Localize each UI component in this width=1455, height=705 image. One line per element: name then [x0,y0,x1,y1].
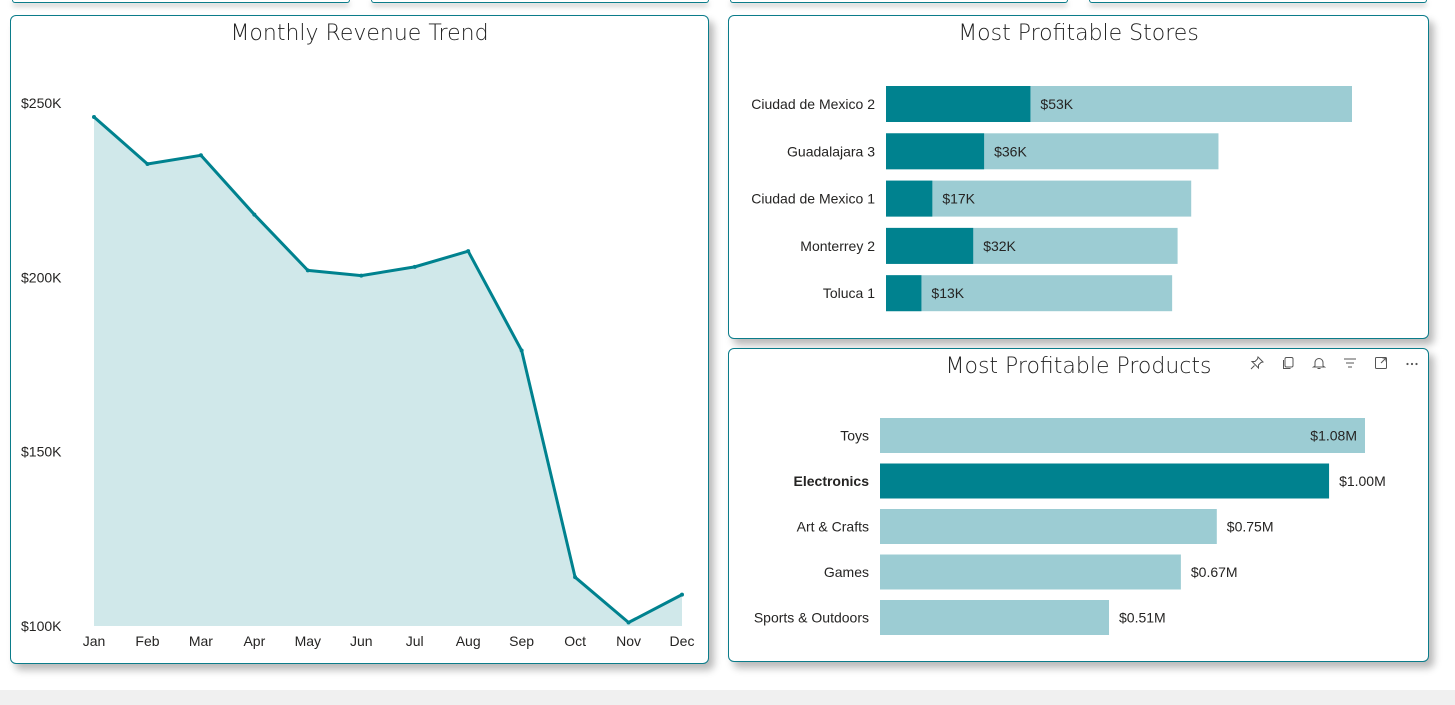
revenue-point [198,153,203,158]
revenue-line [93,115,683,625]
x-tick-label: Sep [509,633,534,649]
visual-card-top-4[interactable] [1089,0,1427,3]
x-tick-label: Oct [564,633,586,649]
product-value-label: $1.08M [1310,428,1357,444]
revenue-point [305,268,310,273]
revenue-point [252,212,257,217]
revenue-area-fill [94,116,682,627]
store-value-label: $53K [1040,96,1073,112]
product-bar [880,509,1217,544]
product-value-label: $0.75M [1227,519,1274,535]
revenue-point [359,273,364,278]
pin-icon[interactable] [1247,353,1267,373]
revenue-point [680,592,684,597]
y-tick-label: $150K [21,444,62,460]
filter-icon[interactable] [1340,353,1360,373]
product-value-label: $0.51M [1119,610,1166,626]
store-bar-total [886,275,1173,312]
store-bar-total [886,180,1192,217]
product-bar [880,554,1181,590]
products-card[interactable]: Most Profitable Products Toys $1.08M Elect… [728,348,1429,662]
x-tick-label: Jun [350,633,373,649]
x-tick-label: Aug [456,633,481,649]
product-category-label: Art & Crafts [797,519,869,535]
store-value-label: $17K [942,191,975,207]
stores-chart-title: Most Profitable Stores [958,21,1199,46]
store-bar-profit [886,86,1031,122]
products-chart-title: Most Profitable Products [945,354,1212,379]
copy-icon[interactable] [1278,353,1298,373]
store-bar-profit [886,180,933,217]
product-category-label: Sports & Outdoors [754,610,869,626]
store-category-label: Toluca 1 [823,285,875,301]
product-value-label: $1.00M [1339,473,1386,489]
x-tick-label: Apr [243,633,265,649]
x-tick-label: Nov [616,633,641,649]
x-tick-label: Jan [83,633,106,649]
x-tick-label: May [295,633,321,649]
store-bar-profit [886,227,974,264]
y-tick-label: $200K [21,269,62,285]
product-category-label: Games [824,564,869,580]
x-tick-label: Feb [135,633,159,649]
stores-bar-chart[interactable]: Ciudad de Mexico 2 $53K Guadalajara 3 $36K C… [729,16,1428,338]
visual-card-top-3[interactable] [730,0,1068,3]
store-category-label: Monterrey 2 [800,238,875,254]
revenue-point [626,620,631,625]
revenue-point [573,575,578,580]
x-tick-label: Mar [189,633,213,649]
revenue-trend-card[interactable]: Monthly Revenue Trend $250K $200K $150K $10… [10,15,709,664]
x-tick-label: Jul [406,633,424,649]
store-value-label: $36K [994,143,1027,159]
focus-mode-icon[interactable] [1371,353,1391,373]
revenue-point [466,249,471,254]
y-tick-label: $250K [21,95,62,111]
stores-card[interactable]: Most Profitable Stores Ciudad de Mexico … [728,15,1429,339]
product-category-label: Electronics [794,473,870,489]
product-bar [880,600,1110,635]
store-bar-profit [886,133,985,170]
store-bar-profit [886,275,922,312]
revenue-point [412,264,417,269]
revenue-point [519,348,524,353]
product-bar [880,463,1330,499]
product-bar [880,418,1365,453]
revenue-point [145,162,150,167]
more-options-icon[interactable] [1402,353,1422,373]
x-tick-label: Dec [670,633,695,649]
bell-icon[interactable] [1309,353,1329,373]
product-value-label: $0.67M [1191,564,1238,580]
store-value-label: $32K [983,238,1016,254]
store-value-label: $13K [931,285,964,301]
canvas-bottom-strip [0,690,1455,705]
y-tick-label: $100K [21,618,62,634]
visual-header-toolbar [1247,353,1422,373]
store-category-label: Ciudad de Mexico 1 [751,191,875,207]
visual-card-top-1[interactable] [12,0,350,3]
store-category-label: Guadalajara 3 [787,143,875,159]
revenue-chart-title: Monthly Revenue Trend [230,21,489,46]
store-category-label: Ciudad de Mexico 2 [751,96,875,112]
visual-card-top-2[interactable] [371,0,709,3]
revenue-point [92,114,96,119]
product-category-label: Toys [840,428,869,444]
products-bar-chart[interactable]: Toys $1.08M Electronics $1.00M Art & Crafts $… [729,349,1428,661]
revenue-area-chart[interactable]: $250K $200K $150K $100K Jan Feb Mar Apr May Jun Ju… [11,16,708,663]
